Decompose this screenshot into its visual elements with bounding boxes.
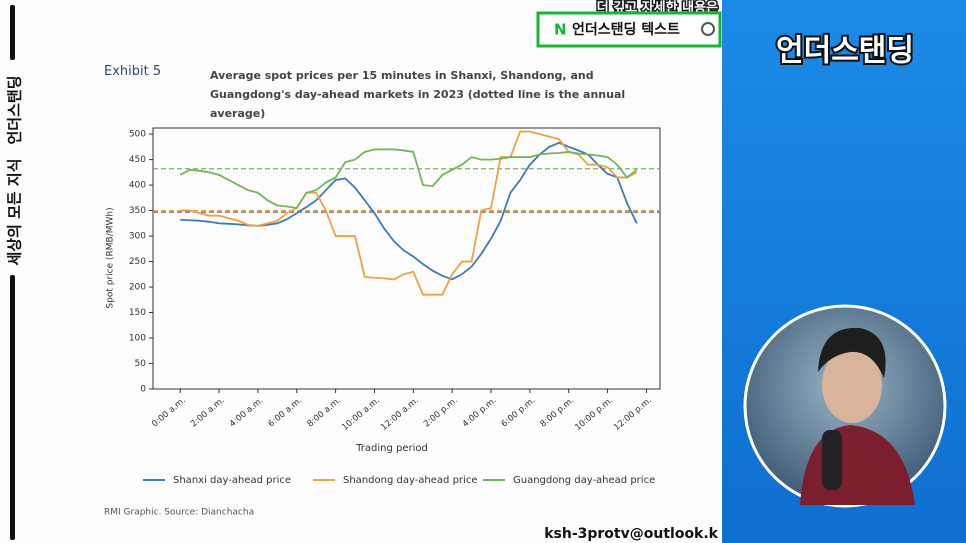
x-tick-label: 4:00 p.m. [461,396,499,430]
exhibit-label: Exhibit 5 [104,64,162,79]
y-tick-label: 200 [129,283,146,293]
badge-letter: N [554,21,567,39]
x-tick-label: 8:00 p.m. [538,396,576,430]
x-tick-label: 4:00 a.m. [228,396,266,430]
y-tick-label: 400 [129,181,146,191]
x-tick-label: 10:00 a.m. [340,396,382,433]
x-tick-label: 8:00 a.m. [306,396,344,430]
badge [536,11,722,48]
x-tick-label: 6:00 a.m. [267,396,305,430]
x-tick-label: 6:00 p.m. [500,396,538,430]
host-face [822,347,882,423]
legend-label: Shanxi day-ahead price [173,475,291,486]
panel-title: 언더스탠딩 [776,34,914,69]
chart-title: Average spot prices per 15 minutes in Sh… [210,69,626,120]
x-tick-label: 0:00 a.m. [150,396,188,430]
y-tick-label: 350 [129,206,146,216]
y-tick-label: 450 [129,155,146,165]
y-tick-label: 250 [129,257,146,267]
series-line [180,141,638,281]
legend-label: Guangdong day-ahead price [513,475,655,486]
x-tick-label: 2:00 p.m. [422,396,460,430]
y-axis-label: Spot price (RMB/MWh) [106,207,116,308]
side-bar [10,275,15,540]
source: RMI Graphic. Source: Dianchacha [104,508,254,518]
y-tick-label: 0 [140,385,146,395]
x-tick-label: 12:00 p.m. [612,396,654,433]
y-tick-label: 50 [135,359,147,369]
side-text: 세상의 모든 지식 [6,158,24,265]
x-axis-label: Trading period [355,443,428,454]
y-tick-label: 500 [129,130,146,140]
host-hair [818,327,886,378]
badge-text: 언더스탠딩 텍스트 [572,21,680,38]
x-tick-label: 10:00 p.m. [573,396,615,433]
y-tick-label: 150 [129,308,146,318]
plot-frame [152,127,661,390]
side-bar [10,5,15,60]
x-tick-label: 12:00 a.m. [379,396,421,433]
email: ksh-3protv@outlook.k [544,526,718,542]
x-tick-label: 2:00 a.m. [189,396,227,430]
legend-label: Shandong day-ahead price [343,475,477,486]
y-tick-label: 300 [129,232,146,242]
y-tick-label: 100 [129,334,146,344]
series-line [179,148,638,210]
series-line [180,130,638,296]
search-icon [701,22,715,36]
side-text: 언더스탠딩 [6,75,24,144]
microphone [822,430,842,490]
